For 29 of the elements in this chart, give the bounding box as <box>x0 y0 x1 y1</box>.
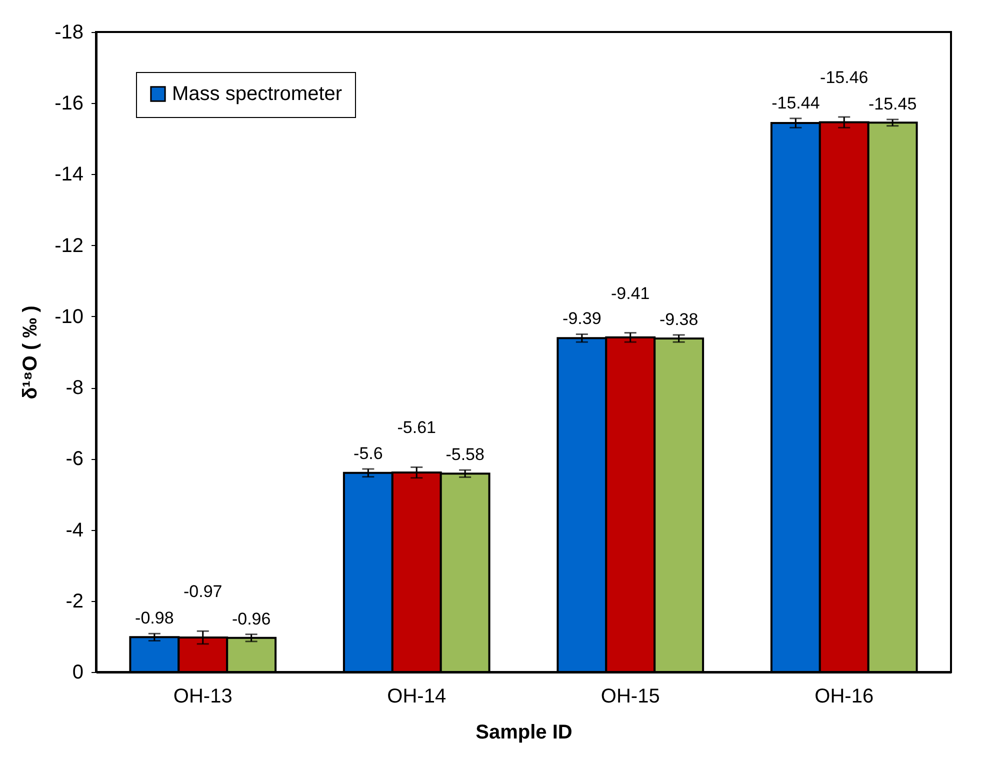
data-label: -5.6 <box>354 444 383 463</box>
data-label: -9.39 <box>562 309 602 328</box>
data-label: -0.98 <box>135 608 174 628</box>
data-label: -0.97 <box>184 582 222 602</box>
y-tick-label: -10 <box>54 306 84 328</box>
y-tick-label: -12 <box>54 234 84 257</box>
y-tick-label: -6 <box>66 448 84 470</box>
y-tick-label: -16 <box>54 92 84 115</box>
y-tick-label: -8 <box>66 377 84 400</box>
y-axis-title: δ¹⁸O ( ‰ ) <box>20 306 42 400</box>
data-label: -0.96 <box>232 609 271 628</box>
x-tick-label: OH-13 <box>173 686 232 708</box>
legend-label: Mass spectrometer <box>172 83 342 105</box>
y-tick-label: -14 <box>54 164 84 186</box>
y-tick-label: -4 <box>66 519 84 542</box>
x-tick-label: OH-15 <box>600 686 660 708</box>
y-tick-label: -2 <box>66 590 84 612</box>
data-label: -9.38 <box>659 310 698 329</box>
y-tick-label: 0 <box>72 662 84 684</box>
data-label: -5.58 <box>446 445 484 464</box>
data-label: -15.44 <box>772 93 820 112</box>
data-label: -15.46 <box>820 68 868 87</box>
y-tick-label: -18 <box>54 22 84 44</box>
x-tick-label: OH-16 <box>814 686 874 708</box>
data-label: -15.45 <box>868 94 917 114</box>
x-axis-title: Sample ID <box>476 722 572 744</box>
data-label: -5.61 <box>397 418 436 438</box>
x-tick-label: OH-14 <box>387 686 446 708</box>
data-label: -9.41 <box>611 284 650 303</box>
